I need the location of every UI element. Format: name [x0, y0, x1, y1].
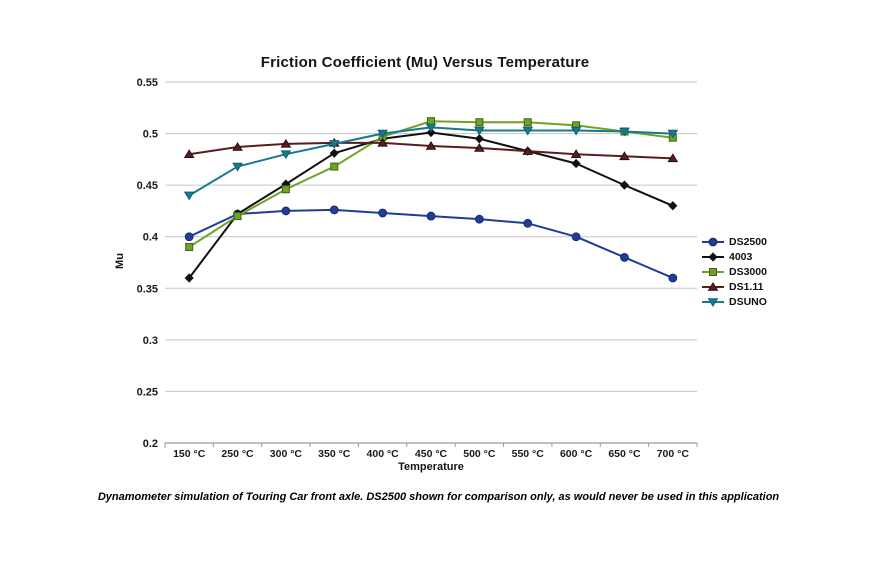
data-point-marker	[328, 140, 340, 149]
data-point-marker	[474, 143, 485, 152]
data-point-marker	[707, 281, 719, 291]
y-axis-title: Mu	[114, 253, 126, 269]
data-point-marker	[232, 162, 243, 172]
data-point-marker	[426, 211, 436, 221]
x-tick-label: 150 °C	[173, 448, 206, 460]
data-point-marker	[668, 201, 678, 211]
data-point-marker	[377, 129, 388, 139]
data-point-marker	[667, 129, 679, 139]
y-tick-label: 0.25	[137, 386, 158, 398]
x-tick-label: 450 °C	[415, 448, 448, 460]
data-point-marker	[570, 126, 582, 136]
data-point-marker	[619, 127, 630, 137]
data-point-marker	[184, 232, 194, 242]
x-tick-label: 500 °C	[463, 448, 496, 460]
data-point-marker	[329, 148, 339, 158]
x-tick-label: 350 °C	[318, 448, 351, 460]
legend-label: DSUNO	[729, 295, 767, 308]
data-point-marker	[280, 150, 292, 160]
chart-caption: Dynamometer simulation of Touring Car fr…	[97, 491, 780, 503]
data-point-marker	[571, 232, 581, 242]
x-tick-label: 300 °C	[270, 448, 303, 460]
legend-label: DS2500	[729, 235, 767, 248]
data-point-marker	[619, 151, 630, 161]
data-point-marker	[329, 205, 339, 215]
chart-legend: DS2500 4003 DS3000 DS1.11 DSUNO	[701, 234, 767, 309]
legend-item-DS3000: DS3000	[701, 264, 767, 279]
chart-title: Friction Coefficient (Mu) Versus Tempera…	[260, 54, 590, 71]
legend-item-DS1.11: DS1.11	[701, 279, 767, 294]
legend-circle-icon	[702, 237, 724, 246]
y-tick-label: 0.3	[143, 335, 158, 347]
y-tick-label: 0.2	[143, 438, 158, 450]
series-DS1.11	[183, 137, 679, 163]
data-point-marker	[709, 267, 717, 276]
data-point-marker	[183, 149, 195, 158]
data-point-marker	[232, 142, 243, 151]
data-point-marker	[523, 118, 532, 127]
data-point-marker	[708, 251, 718, 262]
data-point-marker	[425, 123, 437, 133]
data-point-marker	[570, 149, 582, 158]
data-point-marker	[378, 208, 388, 218]
y-tick-label: 0.35	[137, 283, 158, 295]
data-point-marker	[185, 243, 194, 252]
series-DSUNO	[183, 123, 679, 201]
x-tick-label: 600 °C	[560, 448, 593, 460]
data-point-marker	[474, 214, 484, 224]
data-point-marker	[522, 126, 534, 136]
x-tick-label: 700 °C	[657, 448, 690, 460]
x-axis-title: Temperature	[398, 461, 464, 473]
series-DS3000	[185, 117, 677, 252]
series-line	[188, 120, 674, 249]
data-point-marker	[522, 146, 534, 155]
x-tick-label: 250 °C	[221, 448, 254, 460]
legend-item-DSUNO: DSUNO	[701, 294, 767, 309]
data-point-marker	[475, 118, 484, 127]
y-tick-label: 0.5	[143, 129, 158, 141]
data-point-marker	[280, 138, 292, 148]
data-point-marker	[281, 179, 291, 189]
data-point-marker	[708, 237, 718, 246]
data-point-marker	[425, 140, 437, 150]
y-tick-label: 0.4	[143, 232, 159, 244]
legend-triangle-down-icon	[702, 297, 724, 307]
data-point-marker	[281, 185, 290, 194]
legend-diamond-icon	[702, 251, 724, 262]
data-point-marker	[707, 297, 719, 307]
series-DS2500	[184, 205, 678, 283]
data-point-marker	[426, 127, 436, 138]
data-point-marker	[667, 153, 679, 163]
legend-label: 4003	[729, 250, 753, 263]
data-point-marker	[184, 273, 194, 283]
data-point-marker	[474, 134, 484, 144]
data-point-marker	[620, 252, 629, 262]
data-point-marker	[668, 273, 678, 283]
data-point-marker	[233, 212, 242, 221]
legend-label: DS3000	[729, 265, 767, 278]
data-point-marker	[377, 137, 388, 147]
x-tick-label: 650 °C	[608, 448, 641, 460]
data-point-marker	[523, 218, 533, 228]
legend-item-4003: 4003	[701, 249, 767, 264]
y-tick-label: 0.55	[137, 77, 158, 89]
x-tick-label: 400 °C	[367, 448, 400, 460]
x-tick-label: 550 °C	[512, 448, 545, 460]
legend-label: DS1.11	[729, 280, 764, 293]
data-point-marker	[474, 126, 485, 136]
data-point-marker	[281, 206, 291, 216]
legend-triangle-up-icon	[702, 281, 724, 291]
data-point-marker	[571, 158, 581, 169]
data-point-marker	[619, 180, 630, 190]
data-point-marker	[183, 191, 195, 201]
y-tick-label: 0.45	[137, 180, 158, 192]
data-point-marker	[330, 162, 339, 171]
legend-item-DS2500: DS2500	[701, 234, 767, 249]
legend-square-icon	[702, 267, 724, 276]
